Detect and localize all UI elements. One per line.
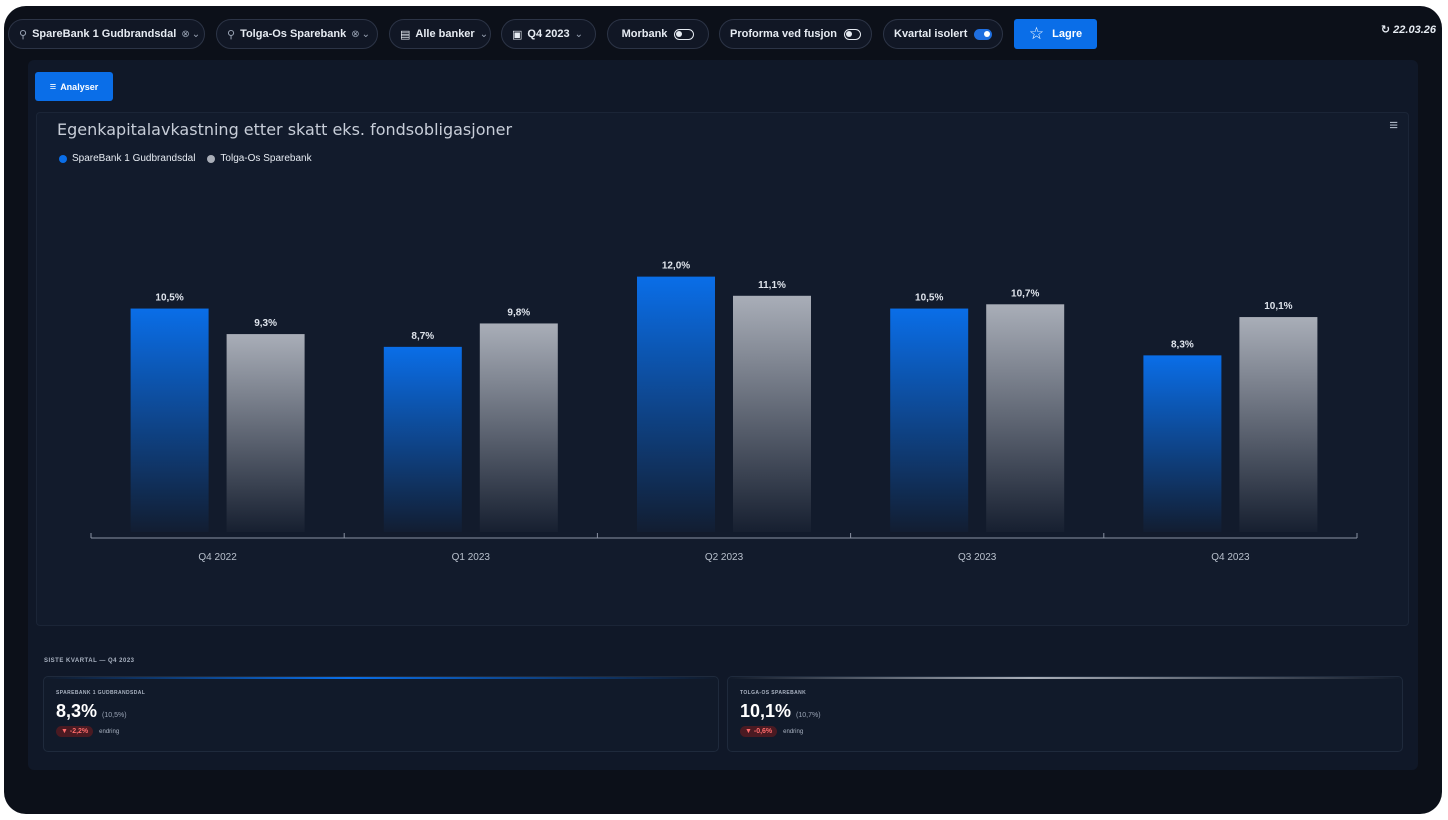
kpi-card-bank-1: SPAREBANK 1 GUDBRANDSDAL 8,3% (10,5%) ▼ … [43,676,719,752]
period-label: Q4 2023 [527,28,570,40]
bank-group-selector[interactable]: ▤ Alle banker ⌄ [389,19,491,49]
chevron-down-icon: ⌄ [574,28,583,40]
x-tick-label: Q2 2023 [705,552,744,563]
kpi-bank-name: SPAREBANK 1 GUDBRANDSDAL [56,690,146,696]
bar[interactable] [383,346,462,532]
kpi-card-bank-2: TOLGA-OS SPAREBANK 10,1% (10,7%) ▼ -0,6%… [727,676,1403,752]
data-label: 10,5% [155,293,183,304]
kpi-previous-value: (10,7%) [796,712,821,719]
kpi-change-label: endring [99,728,120,735]
legend-marker-icon [59,154,67,163]
search-icon: ⚲ [227,28,236,41]
chevron-down-icon[interactable]: ⌄ [191,28,201,40]
bar[interactable] [890,308,969,532]
period-selector[interactable]: ▣ Q4 2023 ⌄ [501,19,596,49]
timestamp-value: 22.03.26 [1393,24,1436,36]
bank-1-label: SpareBank 1 Gudbrandsdal [32,28,177,40]
save-button[interactable]: ☆ Lagre [1014,19,1097,49]
toggle-switch-icon[interactable] [674,28,695,40]
bar[interactable] [986,304,1065,532]
bar[interactable] [1143,355,1222,532]
data-label: 12,0% [662,261,690,272]
star-icon: ☆ [1028,24,1045,43]
x-tick-label: Q3 2023 [958,552,997,563]
kpi-previous-value: (10,5%) [102,712,127,719]
kpi-change-badge: ▼ -0,6% [740,726,778,737]
parent-bank-label: Morbank [621,28,668,40]
chart-legend: SpareBank 1 Gudbrandsdal Tolga-Os Spareb… [59,153,312,164]
chart-title: Egenkapitalavkastning etter skatt eks. f… [57,120,513,139]
data-label: 8,7% [411,331,434,342]
quarter-isolated-toggle[interactable]: Kvartal isolert [883,19,1003,49]
chevron-down-icon: ⌄ [479,28,489,40]
analyze-button[interactable]: ≡ Analyser [35,72,113,101]
legend-label: Tolga-Os Sparebank [220,153,312,164]
kpi-accent [728,677,1402,679]
last-updated: ↻ 22.03.26 [1381,23,1436,36]
bar[interactable] [226,334,305,532]
hamburger-menu-icon[interactable]: ≡ [1389,117,1398,134]
proforma-toggle[interactable]: Proforma ved fusjon [719,19,872,49]
save-label: Lagre [1052,28,1083,40]
data-label: 10,7% [1011,288,1039,299]
kpi-change-label: endring [783,728,804,735]
x-tick-label: Q4 2023 [1211,552,1250,563]
parent-bank-toggle[interactable]: Morbank [607,19,709,49]
x-tick-label: Q4 2022 [198,552,237,563]
kpi-value: 10,1% [740,701,792,721]
refresh-icon[interactable]: ↻ [1380,24,1391,36]
toggle-switch-icon[interactable] [843,28,861,40]
search-icon: ⚲ [19,28,28,41]
data-label: 9,8% [507,307,530,318]
kpi-bank-name: TOLGA-OS SPAREBANK [740,690,807,696]
bar[interactable] [733,295,811,532]
clear-icon[interactable]: ⊗ [351,28,360,40]
data-label: 9,3% [254,318,277,329]
bank-2-label: Tolga-Os Sparebank [240,28,347,40]
data-label: 8,3% [1171,339,1194,350]
chevron-down-icon[interactable]: ⌄ [361,28,370,40]
bar[interactable] [637,276,715,532]
bar[interactable] [479,323,558,532]
kpi-accent [44,677,718,679]
table-icon: ▤ [400,28,411,41]
legend-item[interactable]: SpareBank 1 Gudbrandsdal [59,153,195,164]
bank-1-selector[interactable]: ⚲ SpareBank 1 Gudbrandsdal ⊗ ⌄ [8,19,205,49]
latest-quarter-heading: SISTE KVARTAL — Q4 2023 [44,658,135,664]
sliders-icon: ≡ [49,80,57,93]
bank-group-label: Alle banker [415,28,475,40]
chart-card: Egenkapitalavkastning etter skatt eks. f… [36,112,1409,626]
legend-label: SpareBank 1 Gudbrandsdal [72,153,196,164]
legend-item[interactable]: Tolga-Os Sparebank [207,153,312,164]
clear-icon[interactable]: ⊗ [181,28,190,40]
bar[interactable] [1239,317,1318,532]
kpi-change-badge: ▼ -2,2% [56,726,94,737]
calendar-icon: ▣ [512,28,523,41]
main-panel: ≡ Analyser Egenkapitalavkastning etter s… [28,60,1418,770]
app-window: ⚲ SpareBank 1 Gudbrandsdal ⊗ ⌄ ⚲ Tolga-O… [4,6,1442,814]
filter-toolbar: ⚲ SpareBank 1 Gudbrandsdal ⊗ ⌄ ⚲ Tolga-O… [4,6,1442,58]
data-label: 10,1% [1264,301,1292,312]
data-label: 11,1% [758,280,786,291]
bank-2-selector[interactable]: ⚲ Tolga-Os Sparebank ⊗ ⌄ [216,19,378,49]
toggle-switch-icon[interactable] [974,28,992,40]
legend-marker-icon [207,154,216,163]
x-tick-label: Q1 2023 [452,552,491,563]
bar-chart: 10,5% 9,3% Q4 2022 8,7% 9,8% Q1 2023 12,0% 11,1… [90,261,1358,563]
quarter-isolated-label: Kvartal isolert [894,28,968,40]
proforma-label: Proforma ved fusjon [730,28,837,40]
kpi-value: 8,3% [56,701,98,721]
analyze-label: Analyser [60,81,99,92]
bar[interactable] [130,308,209,532]
data-label: 10,5% [915,293,943,304]
